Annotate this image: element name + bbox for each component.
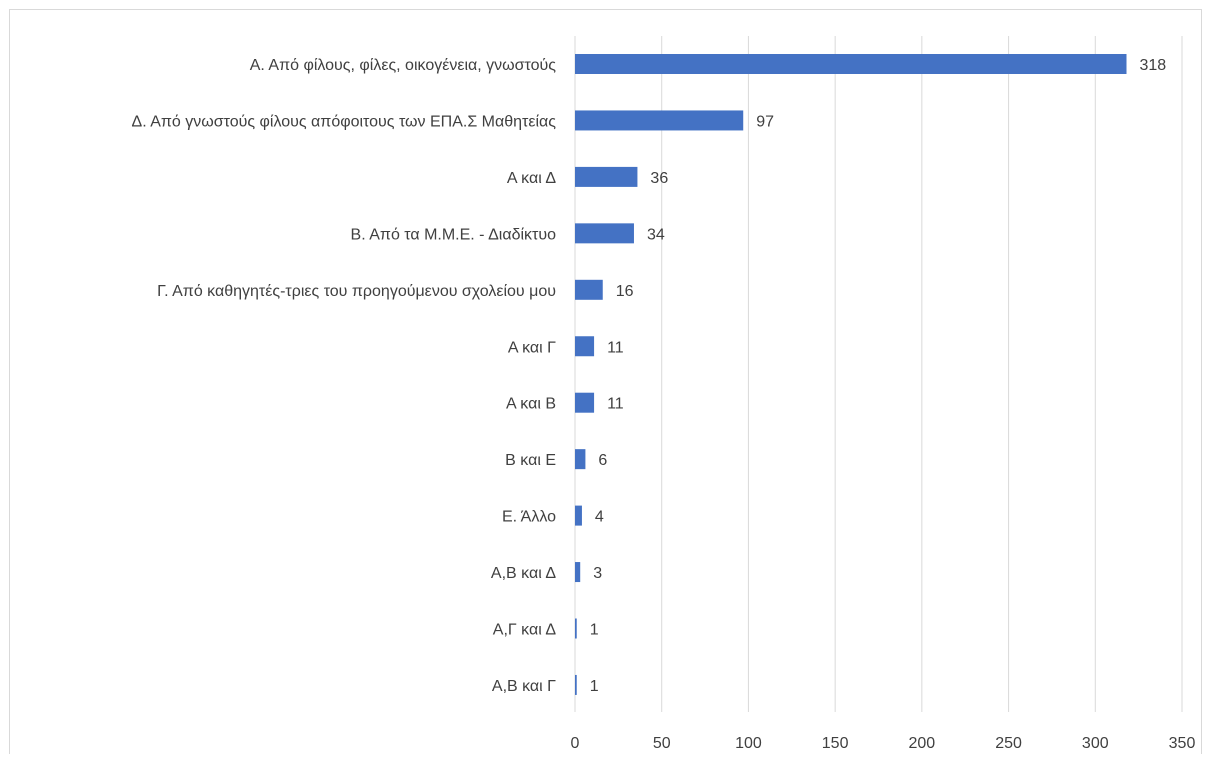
category-label: Β και Ε bbox=[505, 452, 556, 469]
bar bbox=[575, 279, 603, 300]
category-label: Α και Δ bbox=[507, 170, 556, 187]
category-label: Α,Β και Δ bbox=[491, 565, 556, 582]
data-label: 34 bbox=[647, 226, 665, 243]
category-label: Γ. Από καθηγητές-τριες του προηγούμενου … bbox=[157, 283, 556, 300]
category-labels: Α. Από φίλους, φίλες, οικογένεια, γνωστο… bbox=[132, 57, 557, 695]
category-label: Α. Από φίλους, φίλες, οικογένεια, γνωστο… bbox=[250, 57, 557, 74]
x-tick-label: 50 bbox=[653, 735, 671, 752]
category-label: Δ. Από γνωστούς φίλους απόφοιτους των ΕΠ… bbox=[132, 113, 557, 130]
x-tick-label: 200 bbox=[909, 735, 936, 752]
x-axis-tick-labels: 0 50 100 150 200 250 300 350 bbox=[571, 735, 1196, 752]
bar bbox=[575, 166, 638, 187]
bar bbox=[575, 110, 744, 131]
bars bbox=[575, 54, 1127, 695]
data-label: 4 bbox=[595, 509, 604, 526]
bar bbox=[575, 449, 586, 470]
category-label: Α και Β bbox=[506, 396, 556, 413]
data-label: 6 bbox=[598, 452, 607, 469]
data-label: 11 bbox=[607, 339, 624, 356]
category-label: Α,Β και Γ bbox=[492, 678, 556, 695]
gridlines bbox=[574, 36, 1183, 712]
category-label: Β. Από τα Μ.Μ.Ε. - Διαδίκτυο bbox=[351, 226, 557, 243]
bar bbox=[575, 674, 577, 695]
x-tick-label: 250 bbox=[995, 735, 1022, 752]
bar bbox=[575, 618, 577, 639]
data-label: 16 bbox=[616, 283, 634, 300]
bar bbox=[575, 562, 581, 583]
data-label: 1 bbox=[590, 678, 599, 695]
bar bbox=[575, 223, 634, 244]
category-label: Ε. Άλλο bbox=[502, 509, 556, 526]
bar bbox=[575, 392, 595, 413]
category-label: Α,Γ και Δ bbox=[493, 622, 557, 639]
x-tick-label: 150 bbox=[822, 735, 849, 752]
category-label: Α και Γ bbox=[508, 339, 556, 356]
x-tick-label: 350 bbox=[1169, 735, 1196, 752]
x-tick-label: 100 bbox=[735, 735, 762, 752]
x-tick-label: 0 bbox=[571, 735, 580, 752]
data-label: 97 bbox=[756, 113, 774, 130]
data-label: 1 bbox=[590, 622, 599, 639]
data-label: 318 bbox=[1140, 57, 1167, 74]
bar bbox=[575, 54, 1127, 74]
data-label: 11 bbox=[607, 396, 624, 413]
bar bbox=[575, 505, 582, 526]
data-label: 3 bbox=[593, 565, 602, 582]
chart-frame bbox=[9, 9, 1202, 754]
x-tick-label: 300 bbox=[1082, 735, 1109, 752]
bar bbox=[575, 336, 595, 357]
data-label: 36 bbox=[650, 170, 668, 187]
